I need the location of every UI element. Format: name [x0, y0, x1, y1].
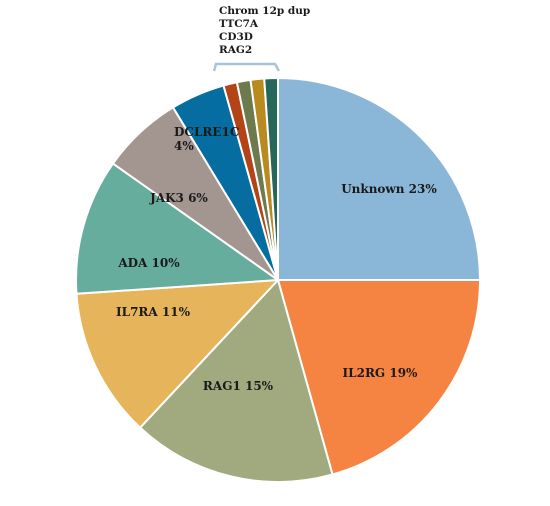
pie-slice-il2rg [276, 279, 482, 476]
small-label-chrom12p: Chrom 12p dup [219, 5, 310, 17]
pie-slices [75, 76, 482, 483]
small-label-cd3d: CD3D [219, 31, 253, 43]
slice-label-ada: ADA 10% [117, 256, 180, 270]
small-label-ttc7a: TTC7A [219, 18, 259, 30]
small-slice-labels: Chrom 12p dup TTC7A CD3D RAG2 [219, 5, 310, 56]
slice-label-dclre1c-name: DCLRE1C [174, 125, 239, 139]
pie-slice-rag1 [138, 278, 334, 483]
pie-slice-unknown [277, 76, 482, 281]
pie-slice-ada [75, 162, 281, 295]
slice-label-il2rg: IL2RG 19% [343, 366, 418, 380]
slice-label-jak3: JAK3 6% [149, 191, 208, 205]
small-label-rag2: RAG2 [219, 44, 252, 56]
pie-slice-rag2 [263, 76, 279, 281]
slice-label-unknown: Unknown 23% [341, 182, 437, 196]
slice-label-dclre1c-pct: 4% [174, 139, 194, 153]
slice-label-il7ra: IL7RA 11% [116, 305, 191, 319]
pie-slice-il7ra [75, 278, 281, 430]
small-slices-bracket [212, 62, 281, 72]
slice-label-rag1: RAG1 15% [203, 379, 274, 393]
slice-labels: Unknown 23% IL2RG 19% RAG1 15% IL7RA 11%… [116, 125, 437, 393]
